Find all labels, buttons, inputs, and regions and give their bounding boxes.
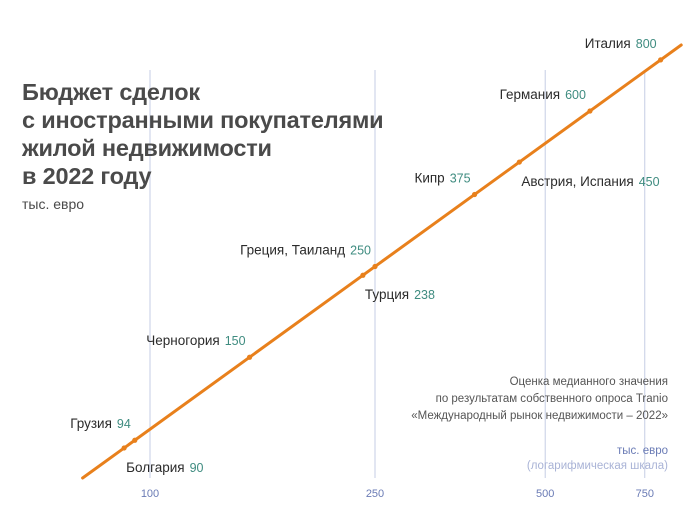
budget-trend-line bbox=[81, 43, 683, 480]
data-point bbox=[121, 445, 127, 451]
data-point bbox=[658, 57, 664, 63]
country-name: Германия bbox=[500, 87, 561, 102]
country-value: 150 bbox=[225, 334, 246, 348]
country-label: Германия 600 bbox=[500, 87, 586, 102]
country-name: Кипр bbox=[414, 170, 444, 185]
data-point bbox=[132, 437, 138, 443]
country-value: 90 bbox=[190, 461, 204, 475]
country-label: Турция 238 bbox=[365, 287, 435, 302]
country-label: Грузия 94 bbox=[70, 416, 131, 431]
gridlines bbox=[149, 70, 646, 478]
country-name: Черногория bbox=[146, 333, 219, 348]
axis-scale-line: (логарифмическая шкала) bbox=[526, 460, 668, 472]
country-label: Греция, Таиланд 250 bbox=[240, 243, 371, 258]
chart-title-line: жилой недвижимости bbox=[22, 135, 272, 161]
country-value: 250 bbox=[350, 244, 371, 258]
x-axis-ticks: 100 250 500 750 bbox=[141, 488, 654, 500]
country-name: Турция bbox=[365, 287, 409, 302]
note-line: по результатам собственного опроса Trani… bbox=[435, 393, 668, 405]
methodology-note: Оценка медианного значения по результата… bbox=[411, 374, 668, 425]
trend-line bbox=[81, 43, 683, 480]
note-line: «Международный рынок недвижимости – 2022… bbox=[411, 410, 668, 422]
data-point bbox=[471, 191, 478, 198]
x-tick-label: 500 bbox=[536, 488, 554, 500]
chart-title-line: с иностранными покупателями bbox=[22, 107, 384, 133]
x-tick-label: 750 bbox=[636, 488, 654, 500]
axis-unit-caption: тыс. евро (логарифмическая шкала) bbox=[527, 444, 668, 474]
note-line: Оценка медианного значения bbox=[509, 376, 668, 388]
country-name: Грузия bbox=[70, 416, 112, 431]
data-point bbox=[587, 108, 593, 114]
country-label: Австрия, Испания 450 bbox=[521, 174, 659, 189]
country-value: 375 bbox=[450, 171, 471, 185]
country-label: Кипр 375 bbox=[414, 170, 470, 185]
country-value: 450 bbox=[639, 175, 660, 189]
data-point bbox=[246, 354, 253, 360]
chart-title-line: в 2022 году bbox=[22, 163, 152, 189]
country-name: Италия bbox=[585, 36, 631, 51]
x-tick-label: 100 bbox=[141, 488, 159, 500]
data-point bbox=[516, 159, 522, 165]
country-name: Греция, Таиланд bbox=[240, 243, 345, 258]
country-label: Болгария 90 bbox=[126, 460, 203, 475]
country-value: 600 bbox=[565, 88, 586, 102]
country-name: Болгария bbox=[126, 460, 184, 475]
country-label: Черногория 150 bbox=[146, 333, 245, 348]
data-labels: Болгария 90 Грузия 94 Черногория 150 Турция 238… bbox=[70, 36, 659, 475]
chart-title: Бюджет сделок с иностранными покупателям… bbox=[22, 78, 384, 190]
data-point bbox=[360, 272, 366, 278]
axis-unit-line: тыс. евро bbox=[617, 445, 668, 457]
x-tick-label: 250 bbox=[366, 488, 384, 500]
country-label: Италия 800 bbox=[585, 36, 657, 51]
country-name: Австрия, Испания bbox=[521, 174, 633, 189]
data-point bbox=[372, 263, 378, 270]
country-value: 238 bbox=[414, 288, 435, 302]
data-points bbox=[121, 57, 664, 451]
chart-title-line: Бюджет сделок bbox=[22, 79, 200, 105]
country-value: 800 bbox=[636, 37, 657, 51]
unit-label: тыс. евро bbox=[22, 196, 85, 212]
country-value: 94 bbox=[117, 417, 131, 431]
